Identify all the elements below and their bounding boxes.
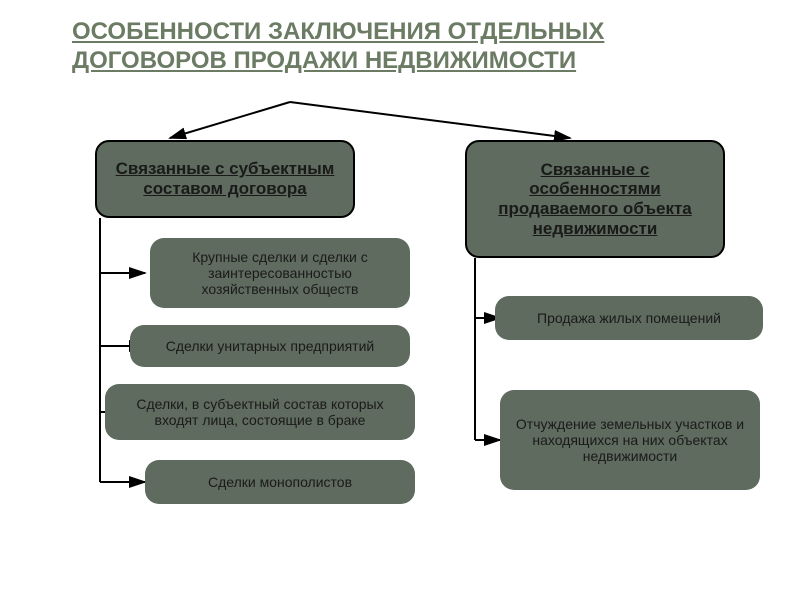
- page-title: ОСОБЕННОСТИ ЗАКЛЮЧЕНИЯ ОТДЕЛЬНЫХ ДОГОВОР…: [72, 18, 692, 76]
- left-item-0: Крупные сделки и сделки с заинтересованн…: [150, 238, 410, 308]
- header-right-box: Связанные с особенностями продаваемого о…: [465, 140, 725, 258]
- right-item-0: Продажа жилых помещений: [495, 296, 763, 340]
- left-item-2: Сделки, в субъектный состав которых вход…: [105, 384, 415, 440]
- header-left-box: Связанные с субъектным составом договора: [95, 140, 355, 218]
- left-item-1: Сделки унитарных предприятий: [130, 325, 410, 367]
- right-item-1: Отчуждение земельных участков и находящи…: [500, 390, 760, 490]
- left-item-3: Сделки монополистов: [145, 460, 415, 504]
